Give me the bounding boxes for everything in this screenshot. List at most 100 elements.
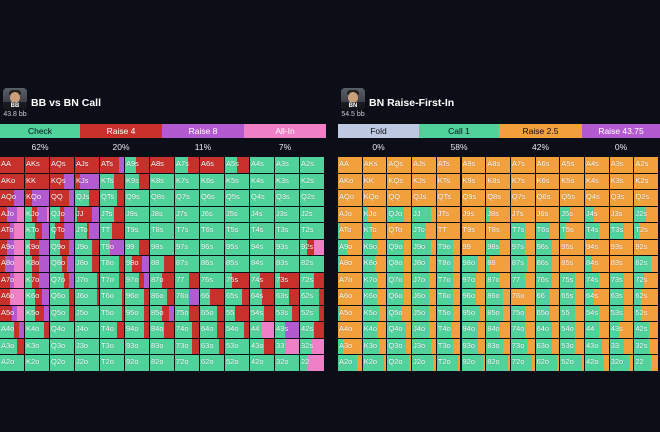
action-call-1-button[interactable]: Call 1	[419, 124, 499, 138]
hand-cell-62s[interactable]: 62s	[634, 289, 660, 306]
hand-cell-74o[interactable]: 74o	[175, 322, 200, 339]
hand-cell-32s[interactable]: 32s	[634, 338, 660, 355]
hand-cell-q2s[interactable]: Q2s	[300, 190, 325, 207]
hand-cell-72s[interactable]: 72s	[634, 272, 660, 289]
hand-cell-85s[interactable]: 85s	[560, 256, 585, 273]
hand-cell-qto[interactable]: QTo	[50, 223, 75, 240]
hand-cell-98s[interactable]: 98s	[486, 239, 511, 256]
hand-cell-kqs[interactable]: KQs	[387, 173, 413, 190]
hand-cell-a9s[interactable]: A9s	[125, 157, 150, 174]
hand-cell-66[interactable]: 66	[200, 289, 225, 306]
hand-cell-q4o[interactable]: Q4o	[387, 322, 413, 339]
hand-cell-72o[interactable]: 72o	[175, 355, 200, 372]
hand-cell-a7o[interactable]: A7o	[338, 272, 363, 289]
hand-cell-a4o[interactable]: A4o	[338, 322, 363, 339]
hand-cell-82s[interactable]: 82s	[300, 256, 325, 273]
hand-cell-kk[interactable]: KK	[362, 173, 388, 190]
hand-cell-52o[interactable]: 52o	[560, 355, 585, 372]
hand-cell-aqo[interactable]: AQo	[338, 190, 363, 207]
hand-cell-j5o[interactable]: J5o	[412, 305, 437, 322]
hand-cell-a5s[interactable]: A5s	[560, 157, 585, 174]
hand-cell-k8o[interactable]: K8o	[362, 256, 388, 273]
hand-cell-k7o[interactable]: K7o	[362, 272, 388, 289]
hand-cell-55[interactable]: 55	[225, 305, 250, 322]
hand-cell-j2s[interactable]: J2s	[634, 206, 660, 223]
hand-cell-43o[interactable]: 43o	[585, 338, 610, 355]
hand-cell-73o[interactable]: 73o	[175, 338, 200, 355]
hand-cell-k4s[interactable]: K4s	[585, 173, 610, 190]
hand-cell-t6s[interactable]: T6s	[535, 223, 561, 240]
hand-cell-84s[interactable]: 84s	[585, 256, 610, 273]
hand-cell-j7o[interactable]: J7o	[75, 272, 100, 289]
hand-cell-a2s[interactable]: A2s	[634, 157, 660, 174]
hand-cell-64s[interactable]: 64s	[250, 289, 275, 306]
hand-cell-q4s[interactable]: Q4s	[585, 190, 610, 207]
hand-cell-76s[interactable]: 76s	[200, 272, 225, 289]
hand-cell-t5o[interactable]: T5o	[100, 305, 125, 322]
hand-cell-t3o[interactable]: T3o	[436, 338, 462, 355]
hand-cell-q3o[interactable]: Q3o	[50, 338, 75, 355]
hand-cell-83s[interactable]: 83s	[275, 256, 300, 273]
hand-cell-q9s[interactable]: Q9s	[125, 190, 150, 207]
hand-cell-q6o[interactable]: Q6o	[387, 289, 413, 306]
hand-cell-aqs[interactable]: AQs	[387, 157, 413, 174]
hand-cell-q3o[interactable]: Q3o	[387, 338, 413, 355]
hand-cell-j5s[interactable]: J5s	[225, 206, 250, 223]
hand-cell-k3s[interactable]: K3s	[275, 173, 300, 190]
hand-cell-65s[interactable]: 65s	[560, 289, 585, 306]
hand-cell-t7o[interactable]: T7o	[436, 272, 462, 289]
hand-cell-63o[interactable]: 63o	[535, 338, 561, 355]
hand-cell-ajo[interactable]: AJo	[338, 206, 363, 223]
hand-cell-64o[interactable]: 64o	[535, 322, 561, 339]
hand-cell-aks[interactable]: AKs	[362, 157, 388, 174]
hand-cell-a3o[interactable]: A3o	[338, 338, 363, 355]
hand-cell-t6s[interactable]: T6s	[200, 223, 225, 240]
hand-cell-99[interactable]: 99	[461, 239, 487, 256]
hand-cell-t4s[interactable]: T4s	[585, 223, 610, 240]
hand-cell-74s[interactable]: 74s	[250, 272, 275, 289]
hand-cell-54s[interactable]: 54s	[250, 305, 275, 322]
hand-cell-q2o[interactable]: Q2o	[50, 355, 75, 372]
hand-cell-75s[interactable]: 75s	[225, 272, 250, 289]
hand-cell-q8o[interactable]: Q8o	[50, 256, 75, 273]
hand-cell-65o[interactable]: 65o	[535, 305, 561, 322]
hand-cell-73o[interactable]: 73o	[510, 338, 536, 355]
hand-cell-44[interactable]: 44	[585, 322, 610, 339]
hand-cell-kk[interactable]: KK	[25, 173, 50, 190]
hand-cell-j2s[interactable]: J2s	[300, 206, 325, 223]
hand-cell-75s[interactable]: 75s	[560, 272, 585, 289]
hand-cell-94o[interactable]: 94o	[461, 322, 487, 339]
hand-cell-94s[interactable]: 94s	[250, 239, 275, 256]
hand-cell-t3o[interactable]: T3o	[100, 338, 125, 355]
hand-cell-32s[interactable]: 32s	[300, 338, 325, 355]
hand-cell-t9s[interactable]: T9s	[461, 223, 487, 240]
hand-cell-j8s[interactable]: J8s	[150, 206, 175, 223]
hand-cell-t2s[interactable]: T2s	[634, 223, 660, 240]
hand-cell-k2s[interactable]: K2s	[634, 173, 660, 190]
hand-cell-82o[interactable]: 82o	[150, 355, 175, 372]
hand-cell-k8s[interactable]: K8s	[150, 173, 175, 190]
hand-cell-j9s[interactable]: J9s	[461, 206, 487, 223]
hand-cell-aa[interactable]: AA	[0, 157, 25, 174]
hand-cell-q9o[interactable]: Q9o	[387, 239, 413, 256]
hand-cell-q6s[interactable]: Q6s	[200, 190, 225, 207]
hand-cell-a6o[interactable]: A6o	[338, 289, 363, 306]
hand-cell-kts[interactable]: KTs	[436, 173, 462, 190]
hand-cell-j3o[interactable]: J3o	[75, 338, 100, 355]
hand-cell-84s[interactable]: 84s	[250, 256, 275, 273]
hand-cell-53o[interactable]: 53o	[560, 338, 585, 355]
hand-cell-ajs[interactable]: AJs	[75, 157, 100, 174]
hand-cell-t8o[interactable]: T8o	[100, 256, 125, 273]
hand-cell-76o[interactable]: 76o	[510, 289, 536, 306]
hand-cell-j3s[interactable]: J3s	[275, 206, 300, 223]
hand-cell-63s[interactable]: 63s	[609, 289, 635, 306]
hand-cell-83s[interactable]: 83s	[609, 256, 635, 273]
hand-cell-ajo[interactable]: AJo	[0, 206, 25, 223]
hand-cell-qjo[interactable]: QJo	[387, 206, 413, 223]
hand-cell-t7s[interactable]: T7s	[175, 223, 200, 240]
hand-cell-k4o[interactable]: K4o	[362, 322, 388, 339]
hand-cell-k5s[interactable]: K5s	[225, 173, 250, 190]
hand-cell-t7s[interactable]: T7s	[510, 223, 536, 240]
hand-cell-k5o[interactable]: K5o	[362, 305, 388, 322]
hand-cell-66[interactable]: 66	[535, 289, 561, 306]
